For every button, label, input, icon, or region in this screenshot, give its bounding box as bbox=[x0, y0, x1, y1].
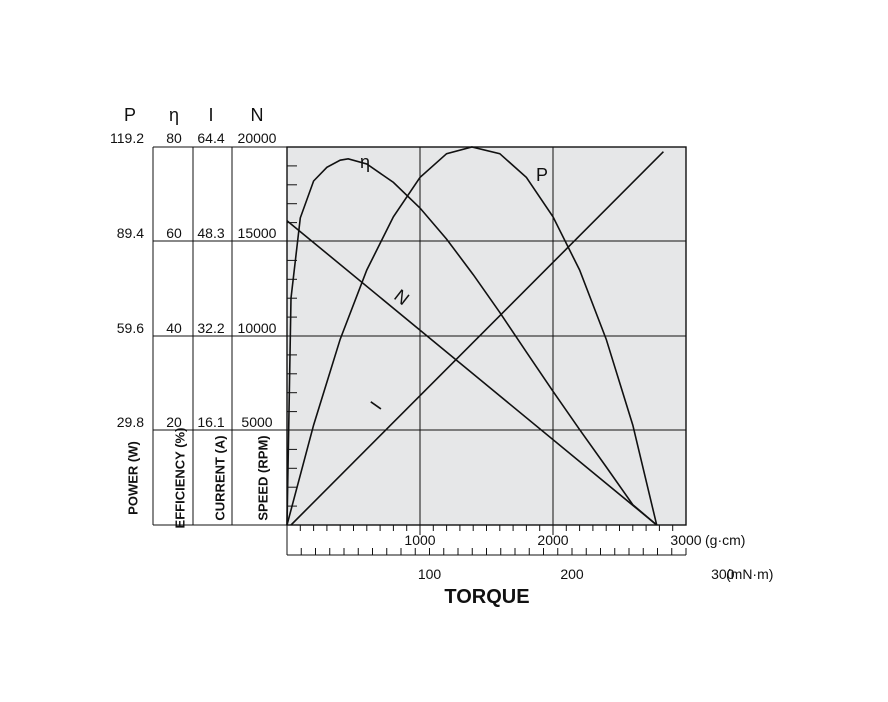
current-tick-label: 48.3 bbox=[197, 225, 224, 241]
speed-tick-label: 5000 bbox=[241, 414, 272, 430]
speed-axis-label: SPEED (RPM) bbox=[255, 435, 270, 520]
x-secondary-tick-label: 100 bbox=[418, 566, 442, 582]
series-speed-line bbox=[286, 220, 658, 526]
x-secondary-unit: (mN·m) bbox=[726, 566, 773, 582]
x-primary-unit: (g·cm) bbox=[705, 532, 745, 548]
efficiency-tick-label: 80 bbox=[166, 130, 182, 146]
power-tick-label: 119.2 bbox=[110, 130, 144, 146]
speed-tick-label: 15000 bbox=[238, 225, 277, 241]
x-primary-tick-label: 1000 bbox=[404, 532, 435, 548]
efficiency-tick-label: 20 bbox=[166, 414, 182, 430]
power-tick-label: 89.4 bbox=[117, 225, 144, 241]
power-tick-label: 29.8 bbox=[117, 414, 144, 430]
current-axis-label: CURRENT (A) bbox=[212, 435, 227, 520]
x-axis-ticks: 1000 2000 3000 100 200 300 bbox=[286, 525, 735, 582]
efficiency-tick-label: 40 bbox=[166, 320, 182, 336]
x-secondary-tick-label: 300 bbox=[711, 566, 735, 582]
series-power-line bbox=[286, 146, 658, 526]
series-power-label: P bbox=[536, 165, 548, 185]
x-primary-tick-label: 3000 bbox=[670, 532, 701, 548]
speed-tick-label: 20000 bbox=[238, 130, 277, 146]
current-tick-label: 64.4 bbox=[197, 130, 224, 146]
power-axis-symbol: P bbox=[124, 105, 136, 125]
speed-axis-symbol: N bbox=[251, 105, 264, 125]
current-tick-label: 32.2 bbox=[197, 320, 224, 336]
x-secondary-tick-label: 200 bbox=[560, 566, 584, 582]
power-axis-label: POWER (W) bbox=[125, 441, 140, 515]
current-tick-label: 16.1 bbox=[197, 414, 224, 430]
efficiency-axis-label: EFFICIENCY (%) bbox=[172, 428, 187, 529]
x-primary-tick-label: 2000 bbox=[537, 532, 568, 548]
series-efficiency-label: η bbox=[360, 152, 370, 172]
efficiency-tick-label: 60 bbox=[166, 225, 182, 241]
x-axis-title: TORQUE bbox=[444, 586, 529, 608]
grid bbox=[287, 147, 686, 525]
power-tick-label: 59.6 bbox=[117, 320, 144, 336]
series-current-line bbox=[290, 151, 664, 526]
left-axes-panel: P 119.2 89.4 59.6 29.8 POWER (W) η 80 60 40 20EFFI… bbox=[110, 105, 287, 528]
current-axis-symbol: I bbox=[208, 105, 213, 125]
speed-tick-label: 10000 bbox=[238, 320, 277, 336]
efficiency-axis-symbol: η bbox=[169, 105, 179, 125]
left-minor-ticks bbox=[287, 165, 297, 507]
series-efficiency-line bbox=[286, 157, 658, 526]
